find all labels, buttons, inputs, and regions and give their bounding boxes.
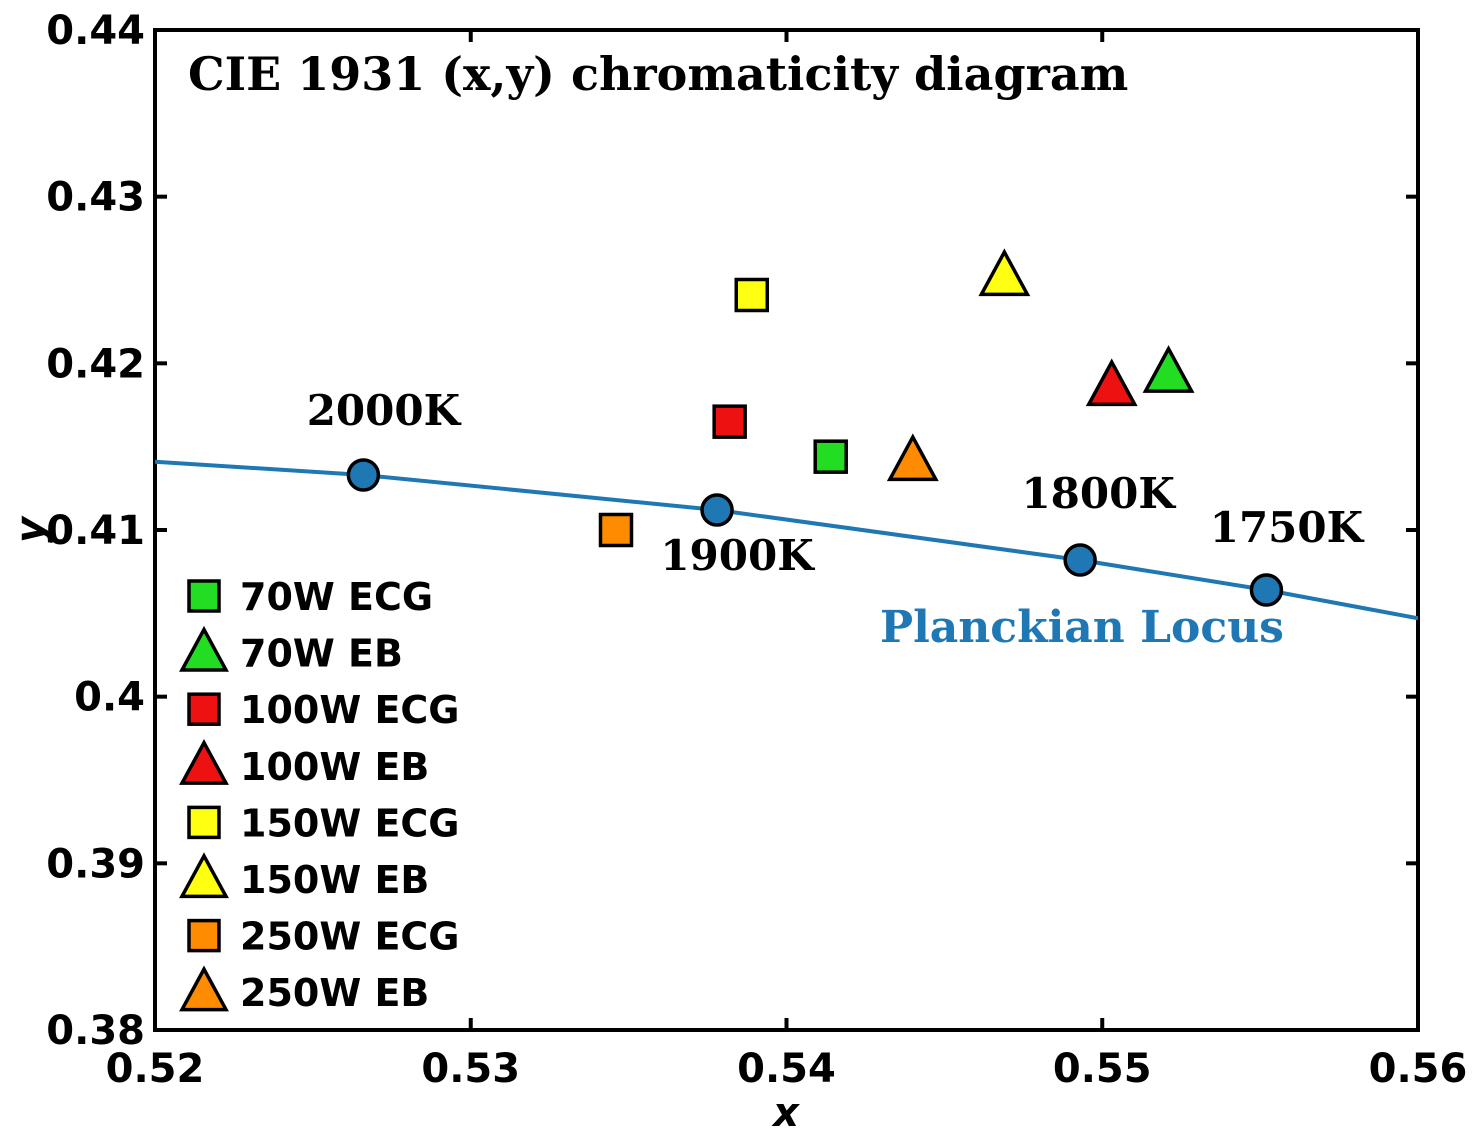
legend-marker-100w-ecg [187, 692, 221, 726]
data-markers [598, 248, 1195, 548]
temperature-label: 1750K [1210, 503, 1365, 552]
legend-label: 100W ECG [240, 688, 460, 732]
marker-100w-ecg [712, 404, 747, 439]
y-tick-label: 0.43 [46, 175, 145, 221]
locus-point-2000k [346, 458, 381, 492]
marker-100w-eb [1085, 358, 1138, 407]
x-tick-label: 0.56 [1369, 1046, 1468, 1092]
legend-label: 70W ECG [240, 575, 433, 619]
marker-150w-eb [978, 248, 1031, 297]
legend-label: 70W EB [240, 632, 403, 676]
legend-label: 250W ECG [240, 915, 460, 959]
x-tick-label: 0.55 [1053, 1046, 1152, 1092]
planckian-locus [155, 459, 1418, 621]
legend-marker-250w-ecg [187, 918, 221, 953]
legend-label: 100W EB [240, 745, 429, 789]
x-tick-label: 0.52 [106, 1046, 205, 1092]
x-tick-label: 0.54 [737, 1046, 836, 1092]
legend-marker-150w-ecg [187, 805, 221, 840]
y-tick-label: 0.41 [46, 508, 145, 554]
temperature-label: 2000K [307, 386, 462, 435]
locus-line [155, 459, 1418, 621]
marker-250w-ecg [598, 512, 634, 548]
temperature-label: 1800K [1021, 469, 1176, 518]
legend-label: 150W EB [240, 858, 429, 902]
y-tick-label: 0.42 [46, 341, 145, 387]
y-tick-label: 0.38 [46, 1008, 145, 1054]
marker-70w-ecg [813, 439, 848, 474]
x-tick-label: 0.53 [421, 1046, 520, 1092]
legend-marker-150w-eb [179, 852, 229, 899]
legend: 70W ECG 70W EB 100W ECG 100W EB 150W ECG 150W… [179, 575, 460, 1015]
y-tick-label: 0.44 [46, 8, 145, 54]
legend-marker-70w-ecg [187, 579, 221, 613]
locus-point-1900k [700, 493, 734, 527]
marker-150w-ecg [734, 277, 770, 313]
legend-label: 150W ECG [240, 801, 460, 845]
y-tick-label: 0.39 [46, 841, 145, 887]
x-axis-label: x [771, 1090, 800, 1136]
y-tick-label: 0.4 [74, 675, 145, 721]
legend-marker-250w-eb [179, 965, 229, 1012]
legend-marker-100w-eb [179, 739, 229, 785]
locus-points: 2000K 1900K 1800K 1750K [307, 386, 1365, 607]
locus-point-1750k [1249, 573, 1284, 607]
marker-250w-eb [886, 433, 939, 482]
legend-label: 250W EB [240, 971, 429, 1015]
temperature-label: 1900K [660, 531, 815, 580]
plot-frame [153, 28, 1420, 1032]
ticks: 0.52 0.53 0.54 0.55 0.56 0.38 0.39 0.4 0.41 0.42 0… [46, 8, 1467, 1092]
chart-title: CIE 1931 (x,y) chromaticity diagram [188, 47, 1128, 101]
legend-marker-70w-eb [179, 625, 229, 672]
locus-point-1800k [1063, 543, 1097, 577]
marker-70w-eb [1142, 345, 1195, 393]
planckian-locus-label: Planckian Locus [880, 602, 1284, 653]
y-axis-label: y [8, 515, 54, 543]
